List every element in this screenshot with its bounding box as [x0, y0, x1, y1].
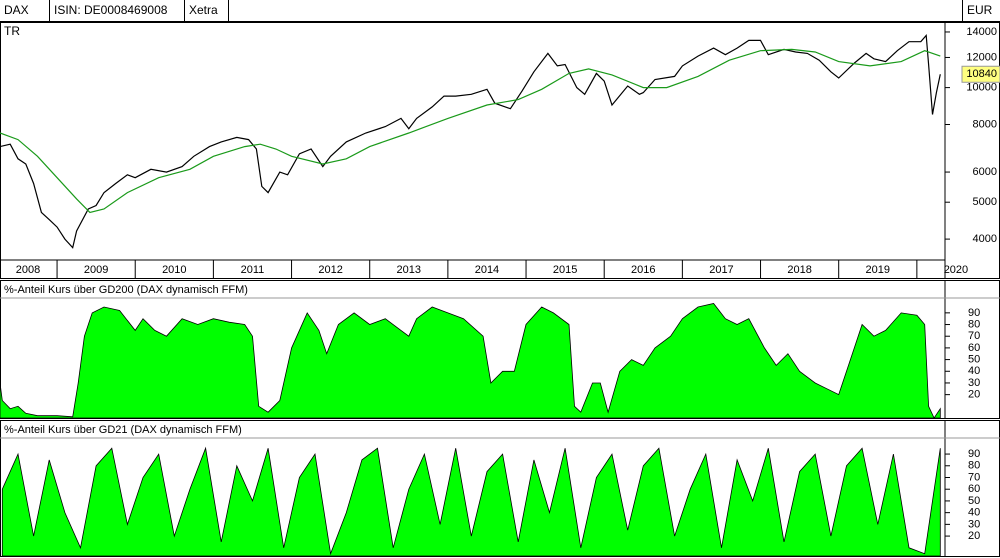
y-tick-label: 60	[968, 342, 980, 354]
last-value-box	[961, 65, 1000, 83]
x-tick-label: 2012	[318, 264, 342, 276]
y-tick-label: 70	[968, 330, 980, 342]
area	[1, 446, 941, 557]
y-tick-label: 8000	[973, 118, 997, 130]
symbol: DAX TR	[0, 0, 50, 38]
y-tick-label: 12000	[966, 51, 997, 63]
x-tick-label: 2017	[709, 264, 733, 276]
panel-frame	[0, 22, 1000, 279]
y-tick-label: 90	[968, 448, 980, 460]
x-tick-label: 2018	[787, 264, 811, 276]
x-tick-label: 2011	[241, 264, 265, 276]
last-value-label: 10840	[966, 68, 997, 80]
panel-title: %-Anteil Kurs über GD200 (DAX dynamisch …	[4, 284, 248, 296]
y-tick-label: 6000	[973, 166, 997, 178]
x-tick-label: 2015	[553, 264, 577, 276]
header: DAX TR ISIN: DE0008469008 Xetra EUR	[0, 0, 1000, 38]
y-tick-label: 20	[968, 530, 980, 542]
y-tick-label: 40	[968, 507, 980, 519]
y-tick-label: 5000	[973, 196, 997, 208]
isin: ISIN: DE0008469008	[50, 0, 185, 21]
y-tick-label: 20	[968, 389, 980, 401]
x-tick-label: 2013	[397, 264, 421, 276]
x-tick-label: 2014	[475, 264, 499, 276]
y-tick-label: 40	[968, 365, 980, 377]
area	[0, 303, 941, 419]
x-tick-label: 2010	[162, 264, 186, 276]
x-tick-label: 2009	[84, 264, 108, 276]
y-tick-label: 70	[968, 471, 980, 483]
x-tick-label: 2008	[16, 264, 40, 276]
y-tick-label: 80	[968, 460, 980, 472]
y-tick-label: 50	[968, 495, 980, 507]
price-line	[0, 34, 941, 249]
y-tick-label: 30	[968, 377, 980, 389]
y-tick-label: 50	[968, 353, 980, 365]
y-tick-label: 10000	[966, 82, 997, 94]
x-tick-label: 2016	[631, 264, 655, 276]
y-tick-label: 4000	[973, 233, 997, 245]
panel-title: %-Anteil Kurs über GD21 (DAX dynamisch F…	[4, 424, 242, 436]
y-tick-label: 60	[968, 483, 980, 495]
y-tick-label: 30	[968, 518, 980, 530]
exchange: Xetra	[185, 0, 229, 21]
y-tick-label: 90	[968, 307, 980, 319]
y-tick-label: 14000	[966, 26, 997, 38]
currency: EUR	[962, 0, 1000, 21]
y-tick-label: 80	[968, 318, 980, 330]
price-line	[0, 48, 941, 214]
x-tick-label: 2019	[866, 264, 890, 276]
x-tick-label: 2020	[944, 264, 968, 276]
